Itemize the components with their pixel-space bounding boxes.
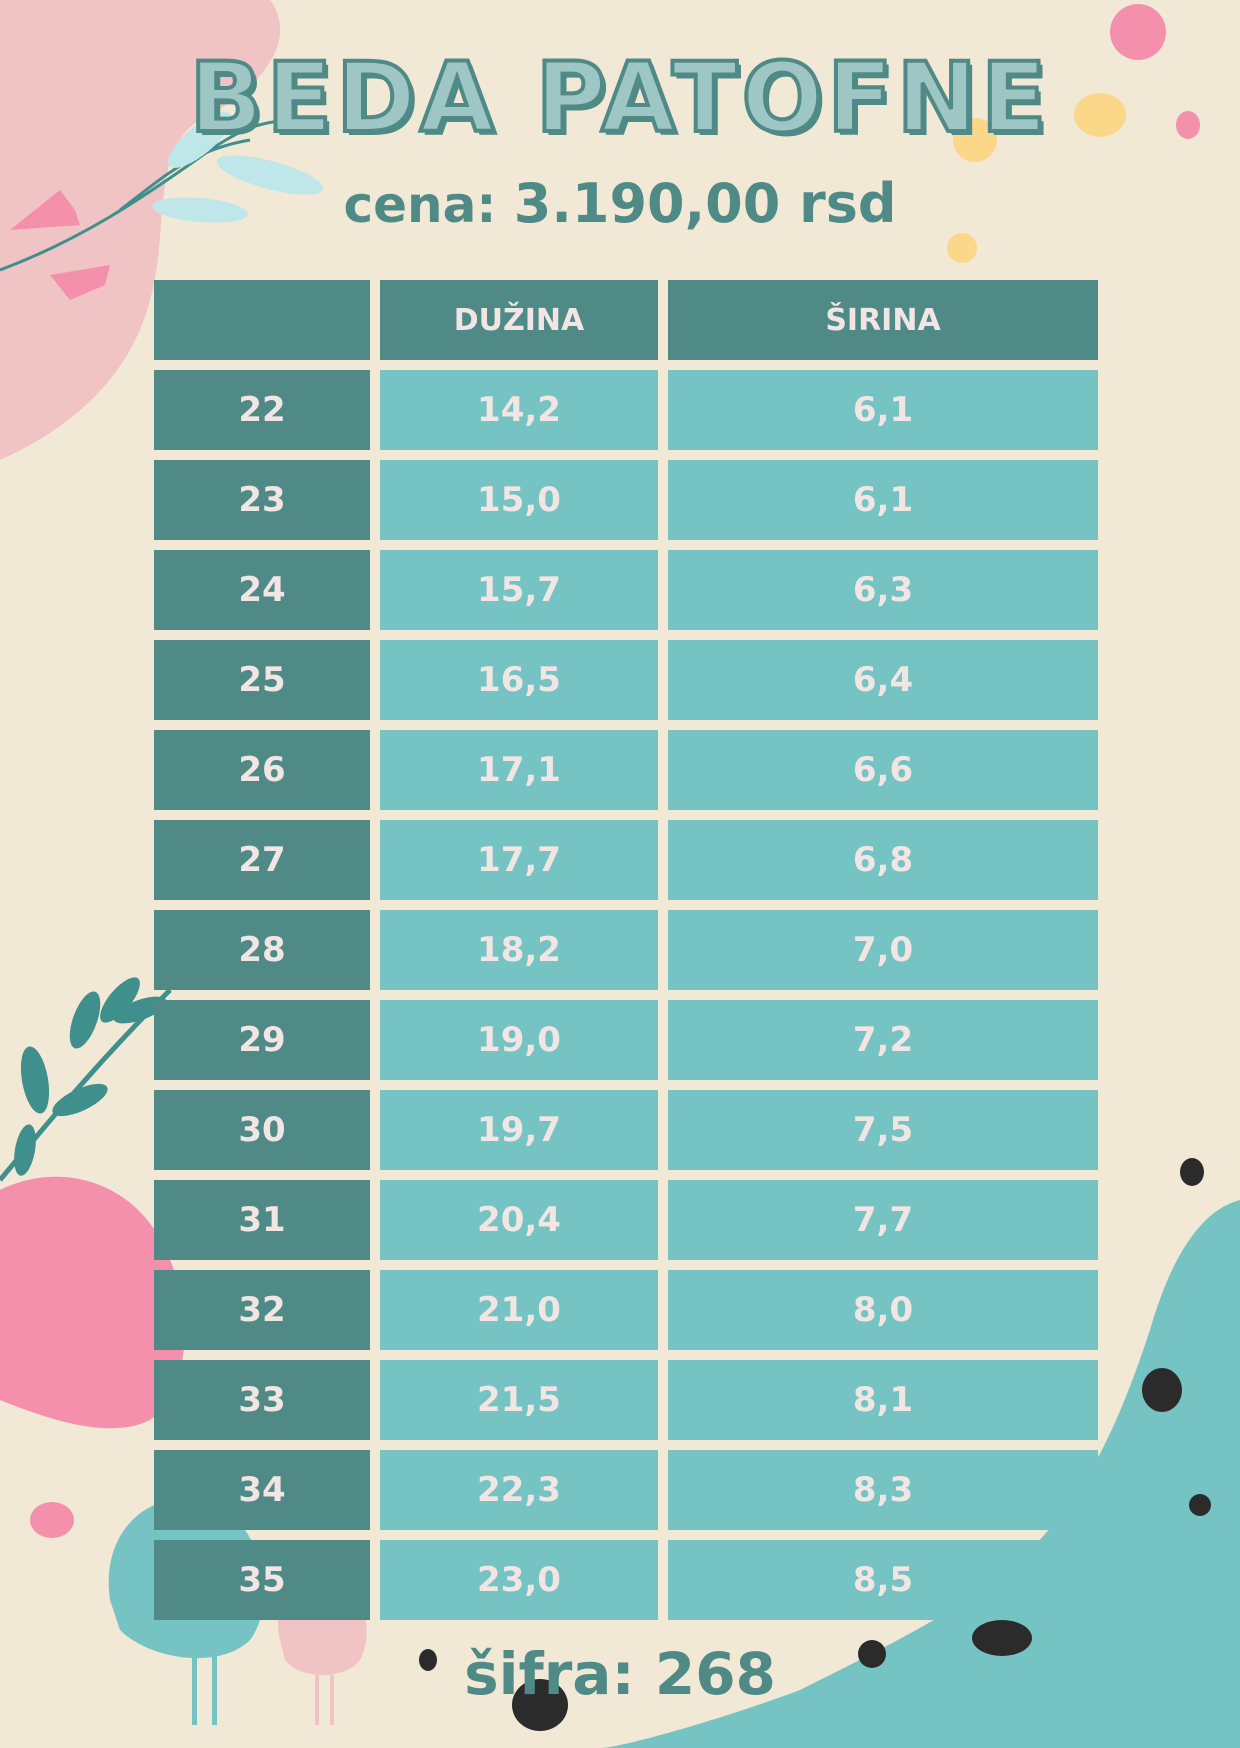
table-row: 26 17,1 6,6 — [154, 730, 1098, 810]
ink-splatter — [1142, 1368, 1182, 1412]
width-cell: 6,3 — [668, 550, 1098, 630]
product-code: šifra: 268 — [0, 1640, 1240, 1708]
pink-blob-left — [0, 1176, 185, 1429]
pink-flower-icon — [10, 190, 80, 230]
ink-splatter — [1189, 1494, 1211, 1516]
width-cell: 7,5 — [668, 1090, 1098, 1170]
size-cell: 24 — [154, 550, 370, 630]
size-cell: 25 — [154, 640, 370, 720]
width-cell: 6,8 — [668, 820, 1098, 900]
length-cell: 15,0 — [380, 460, 658, 540]
leaf-icon — [216, 155, 324, 195]
table-row: 24 15,7 6,3 — [154, 550, 1098, 630]
header-size — [154, 280, 370, 360]
leaf-icon — [152, 197, 248, 223]
width-cell: 6,4 — [668, 640, 1098, 720]
length-cell: 21,5 — [380, 1360, 658, 1440]
pink-dot — [1176, 111, 1200, 139]
length-cell: 19,7 — [380, 1090, 658, 1170]
code-label: šifra: — [464, 1640, 635, 1708]
table-row: 33 21,5 8,1 — [154, 1360, 1098, 1440]
table-row: 25 16,5 6,4 — [154, 640, 1098, 720]
table-row: 22 14,2 6,1 — [154, 370, 1098, 450]
size-cell: 31 — [154, 1180, 370, 1260]
ink-splatter — [1180, 1158, 1204, 1186]
leaf-branch-icon — [0, 977, 172, 1182]
length-cell: 16,5 — [380, 640, 658, 720]
code-value: 268 — [654, 1640, 776, 1708]
price-line: cena: 3.190,00 rsd — [0, 172, 1240, 235]
size-table: DUŽINA ŠIRINA 22 14,2 6,1 23 15,0 6,1 24… — [144, 270, 1108, 1630]
table-row: 30 19,7 7,5 — [154, 1090, 1098, 1170]
width-cell: 6,6 — [668, 730, 1098, 810]
width-cell: 8,1 — [668, 1360, 1098, 1440]
size-cell: 22 — [154, 370, 370, 450]
size-cell: 27 — [154, 820, 370, 900]
length-cell: 14,2 — [380, 370, 658, 450]
width-cell: 6,1 — [668, 370, 1098, 450]
table-row: 29 19,0 7,2 — [154, 1000, 1098, 1080]
length-cell: 17,7 — [380, 820, 658, 900]
pink-blob-top-left — [0, 0, 281, 460]
width-cell: 7,7 — [668, 1180, 1098, 1260]
length-cell: 22,3 — [380, 1450, 658, 1530]
table-row: 32 21,0 8,0 — [154, 1270, 1098, 1350]
yellow-dot — [1074, 93, 1126, 137]
size-cell: 28 — [154, 910, 370, 990]
length-cell: 15,7 — [380, 550, 658, 630]
table-row: 28 18,2 7,0 — [154, 910, 1098, 990]
ink-splatter — [512, 1679, 568, 1731]
width-cell: 7,0 — [668, 910, 1098, 990]
length-cell: 17,1 — [380, 730, 658, 810]
table-row: 27 17,7 6,8 — [154, 820, 1098, 900]
length-cell: 23,0 — [380, 1540, 658, 1620]
teal-dot — [1106, 1434, 1134, 1458]
table-row: 35 23,0 8,5 — [154, 1540, 1098, 1620]
length-cell: 20,4 — [380, 1180, 658, 1260]
length-cell: 19,0 — [380, 1000, 658, 1080]
pink-flower-icon — [50, 265, 110, 300]
width-cell: 8,0 — [668, 1270, 1098, 1350]
table-body: 22 14,2 6,1 23 15,0 6,1 24 15,7 6,3 25 1… — [154, 370, 1098, 1620]
length-cell: 18,2 — [380, 910, 658, 990]
size-cell: 34 — [154, 1450, 370, 1530]
table-row: 31 20,4 7,7 — [154, 1180, 1098, 1260]
size-cell: 30 — [154, 1090, 370, 1170]
pink-dot — [30, 1502, 74, 1538]
width-cell: 8,5 — [668, 1540, 1098, 1620]
price-label: cena: — [343, 176, 497, 234]
table-row: 23 15,0 6,1 — [154, 460, 1098, 540]
width-cell: 7,2 — [668, 1000, 1098, 1080]
size-cell: 33 — [154, 1360, 370, 1440]
yellow-dot — [953, 118, 997, 162]
ink-splatter — [972, 1620, 1032, 1656]
table-header-row: DUŽINA ŠIRINA — [154, 280, 1098, 360]
header-width: ŠIRINA — [668, 280, 1098, 360]
table-row: 34 22,3 8,3 — [154, 1450, 1098, 1530]
width-cell: 6,1 — [668, 460, 1098, 540]
page-title: BEDA PATOFNE — [187, 40, 1051, 156]
pink-dot — [1110, 4, 1166, 60]
header-length: DUŽINA — [380, 280, 658, 360]
yellow-dot — [947, 233, 977, 263]
size-cell: 26 — [154, 730, 370, 810]
width-cell: 8,3 — [668, 1450, 1098, 1530]
leaf-icon — [168, 112, 232, 168]
ink-splatter — [858, 1640, 886, 1668]
length-cell: 21,0 — [380, 1270, 658, 1350]
size-cell: 29 — [154, 1000, 370, 1080]
size-cell: 23 — [154, 460, 370, 540]
price-value: 3.190,00 rsd — [513, 172, 897, 235]
ink-splatter — [419, 1649, 437, 1671]
size-cell: 35 — [154, 1540, 370, 1620]
size-cell: 32 — [154, 1270, 370, 1350]
